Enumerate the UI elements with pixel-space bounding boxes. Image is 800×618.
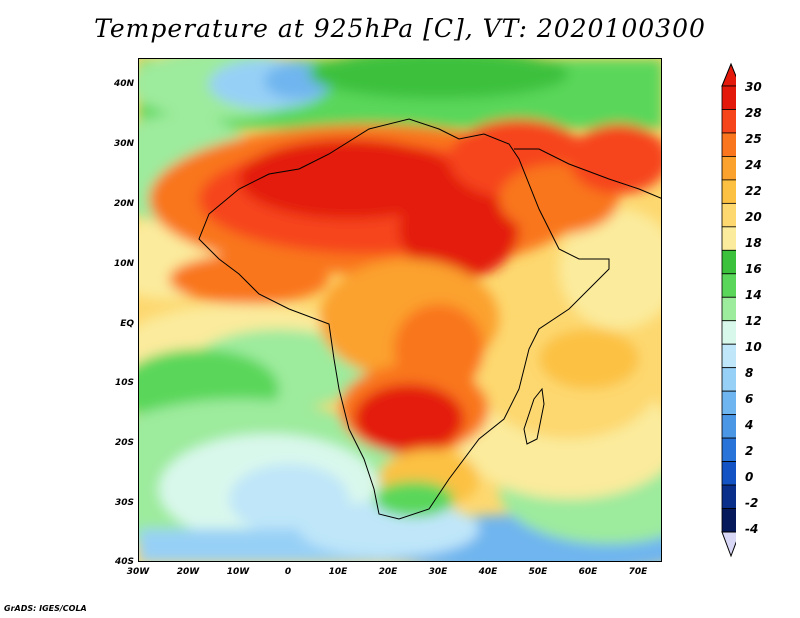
- colorbar-segment: [721, 390, 736, 416]
- colorbar-segment: [721, 249, 736, 275]
- credit-text: GrADS: IGES/COLA: [4, 604, 87, 613]
- colorbar-segment: [721, 461, 736, 486]
- lon-label-30w: 30W: [126, 567, 150, 577]
- arabia-coastline: [514, 148, 661, 199]
- colorbar-label: 12: [745, 314, 762, 328]
- lon-label-40e: 40E: [478, 567, 498, 577]
- temperature-field: [139, 59, 661, 561]
- colorbar-label: 0: [745, 470, 754, 484]
- colorbar-segment: [721, 156, 736, 181]
- lat-label-eq: EQ: [120, 319, 134, 329]
- madagascar-coastline: [523, 387, 545, 445]
- colorbar-segment: [721, 132, 736, 157]
- temperature-shading: [139, 59, 661, 561]
- colorbar-label: 24: [745, 158, 762, 172]
- map-title: Temperature at 925hPa [C], VT: 202010030…: [94, 14, 706, 43]
- colorbar-segment: [721, 343, 736, 369]
- colorbar-label: 20: [745, 210, 762, 224]
- lon-label-20w: 20W: [176, 567, 200, 577]
- colorbar-label: 25: [745, 132, 762, 146]
- colorbar-label: 22: [745, 184, 762, 198]
- lat-label-10s: 10S: [114, 378, 134, 388]
- lon-label-10e: 10E: [328, 567, 348, 577]
- colorbar-under-arrow: [721, 531, 736, 558]
- lon-label-50e: 50E: [528, 567, 548, 577]
- colorbar-label: 4: [745, 418, 754, 432]
- colorbar-segment: [721, 414, 736, 439]
- lat-label-40s: 40S: [114, 557, 134, 567]
- colorbar-segment: [721, 273, 736, 298]
- africa-coastline: [198, 118, 610, 520]
- lon-label-20e: 20E: [378, 567, 398, 577]
- lon-label-0: 0: [284, 567, 292, 577]
- colorbar: [721, 62, 736, 558]
- colorbar-segment: [721, 179, 736, 204]
- colorbar-segment: [721, 367, 736, 392]
- colorbar-segment: [721, 226, 736, 251]
- lon-label-30e: 30E: [428, 567, 448, 577]
- colorbar-segment: [721, 202, 736, 228]
- colorbar-label: 14: [745, 288, 762, 302]
- colorbar-label: 6: [745, 392, 754, 406]
- colorbar-segments: [721, 85, 736, 533]
- colorbar-label: -2: [745, 496, 759, 510]
- colorbar-label: -4: [745, 522, 759, 536]
- colorbar-segment: [721, 85, 736, 110]
- colorbar-label: 30: [745, 80, 762, 94]
- colorbar-over-arrow: [721, 62, 736, 87]
- colorbar-label: 28: [745, 106, 762, 120]
- colorbar-segment: [721, 320, 736, 345]
- colorbar-label: 18: [745, 236, 762, 250]
- temperature-map: [138, 58, 662, 562]
- colorbar-label: 8: [745, 366, 754, 380]
- colorbar-segment: [721, 484, 736, 509]
- colorbar-label: 10: [745, 340, 762, 354]
- colorbar-segment: [721, 508, 736, 533]
- colorbar-segment: [721, 109, 736, 134]
- lat-label-20n: 20N: [113, 199, 134, 209]
- lat-label-40n: 40N: [113, 79, 134, 89]
- lon-label-70e: 70E: [628, 567, 648, 577]
- colorbar-label: 16: [745, 262, 762, 276]
- colorbar-label: 2: [745, 444, 754, 458]
- lon-label-10w: 10W: [226, 567, 250, 577]
- colorbar-segment: [721, 437, 736, 462]
- lat-label-10n: 10N: [113, 259, 134, 269]
- lat-label-30s: 30S: [114, 498, 134, 508]
- colorbar-segment: [721, 296, 736, 322]
- lon-label-60e: 60E: [578, 567, 598, 577]
- lat-label-30n: 30N: [113, 139, 134, 149]
- lat-label-20s: 20S: [114, 438, 134, 448]
